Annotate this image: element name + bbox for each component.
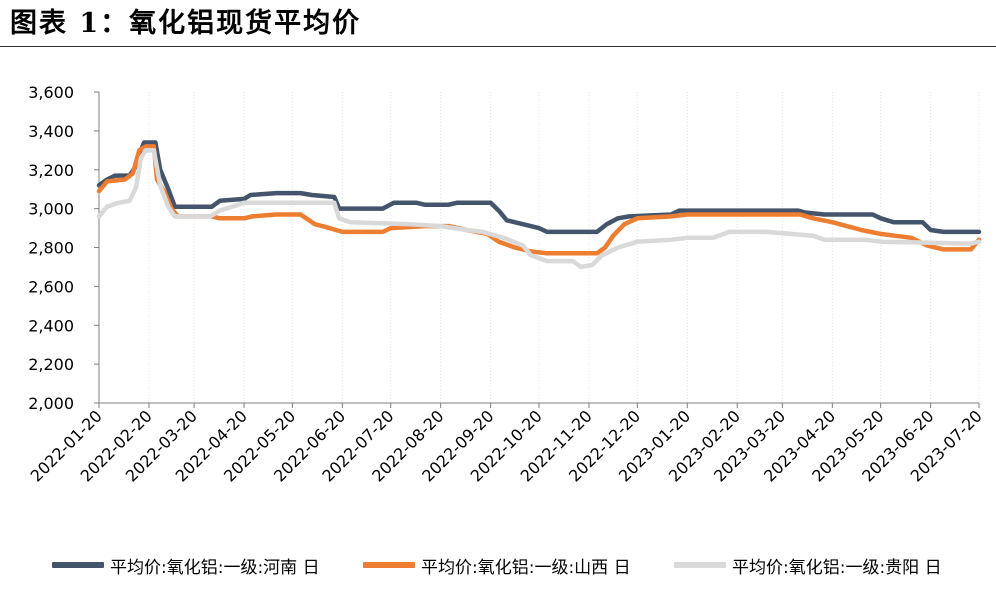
y-tick-label: 2,000 — [28, 394, 74, 413]
series-line-1 — [96, 140, 982, 235]
y-tick-label: 3,600 — [28, 83, 74, 102]
y-tick-label: 2,800 — [28, 239, 74, 258]
series-lines — [96, 140, 982, 270]
y-tick-label: 3,400 — [28, 122, 74, 141]
y-tick-labels: 2,000 2,200 2,400 2,600 2,800 3,000 3,200 3,400… — [28, 83, 74, 413]
legend-label: 平均价:氧化铝:一级:贵阳 日 — [732, 557, 942, 578]
axes — [94, 91, 980, 408]
page-title: 图表 1：氧化铝现货平均价 — [10, 8, 362, 39]
series-line-3 — [96, 148, 982, 270]
legend-item-2: 平均价:氧化铝:一级:山西 日 — [363, 552, 631, 578]
title-divider — [0, 46, 996, 47]
legend-label: 平均价:氧化铝:一级:山西 日 — [421, 557, 631, 578]
legend-item-3: 平均价:氧化铝:一级:贵阳 日 — [674, 552, 942, 578]
chart-legend: 平均价:氧化铝:一级:河南 日 平均价:氧化铝:一级:山西 日 平均价:氧化铝:一级… — [52, 552, 992, 578]
legend-label: 平均价:氧化铝:一级:河南 日 — [110, 557, 320, 578]
y-tick-label: 2,400 — [28, 316, 74, 335]
legend-swatch — [674, 562, 726, 568]
x-tick-labels: 2022-01-202022-02-202022-03-202022-04-20… — [27, 406, 986, 485]
y-tick-label: 2,600 — [28, 277, 74, 296]
y-tick-label: 3,000 — [28, 200, 74, 219]
y-tick-label: 3,200 — [28, 161, 74, 180]
grid-lines — [98, 92, 980, 403]
legend-item-1: 平均价:氧化铝:一级:河南 日 — [52, 552, 320, 578]
legend-swatch — [52, 562, 104, 568]
legend-swatch — [363, 562, 415, 568]
y-tick-label: 2,200 — [28, 355, 74, 374]
